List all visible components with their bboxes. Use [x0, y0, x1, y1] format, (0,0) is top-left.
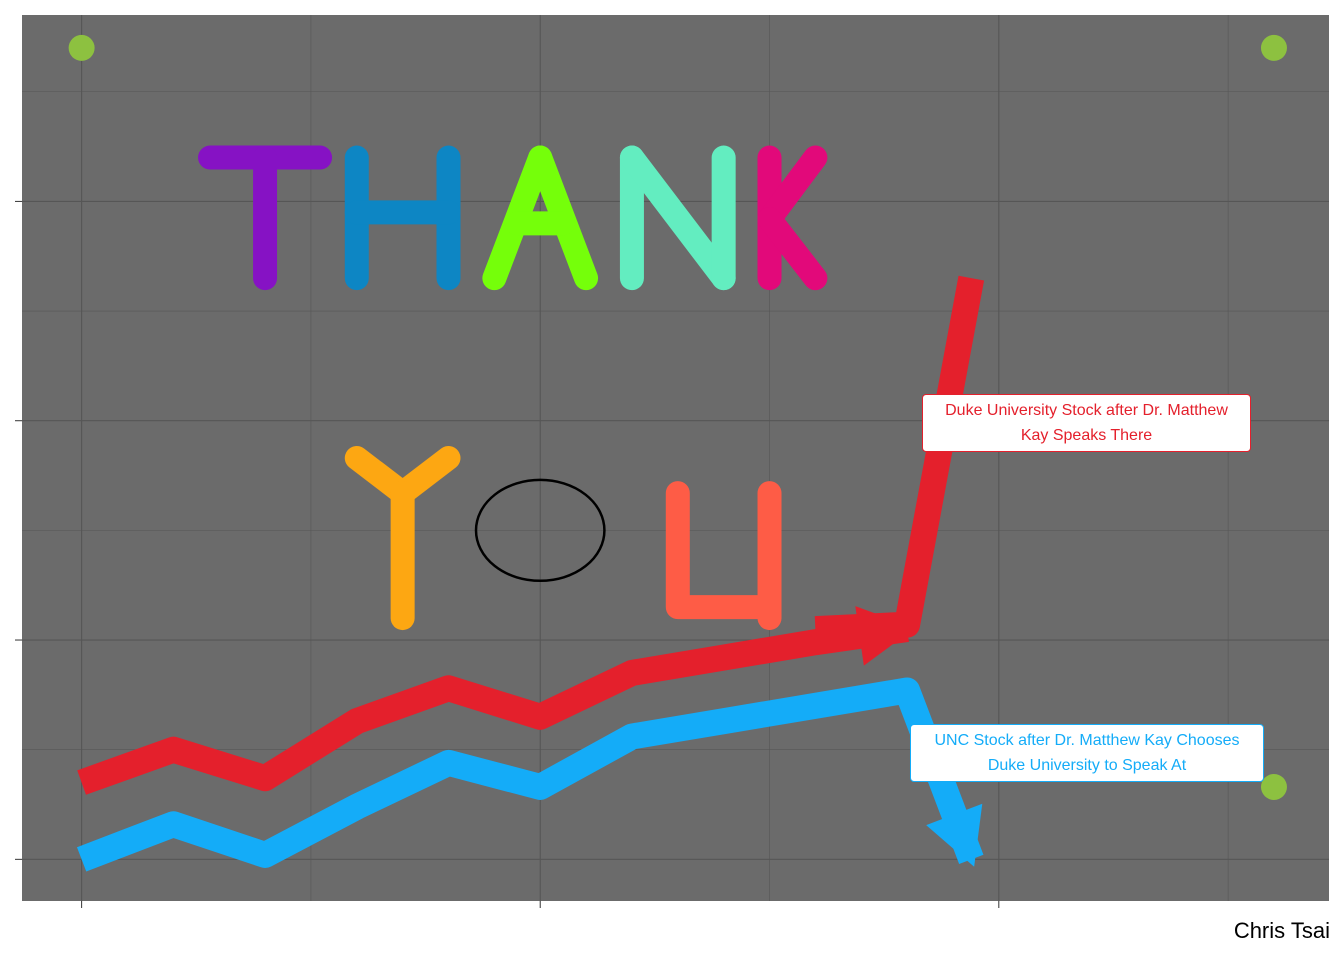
duke-annotation-line-1: Duke University Stock after Dr. Matthew [945, 402, 1228, 419]
unc-annotation-line-2: Duke University to Speak At [987, 757, 1187, 774]
duke-stock-annotation: Duke University Stock after Dr. Matthew … [922, 394, 1251, 452]
stock-line-1 [814, 275, 985, 643]
letter-n-stroke [619, 145, 736, 291]
axis-ticks [15, 200, 1000, 908]
unc-annotation-line-1: UNC Stock after Dr. Matthew Kay Chooses [934, 732, 1240, 749]
duke-annotation-line-2: Kay Speaks There [1020, 427, 1153, 444]
author-caption: Chris Tsai [1233, 918, 1330, 943]
unc-stock-annotation: UNC Stock after Dr. Matthew Kay Chooses … [910, 724, 1264, 782]
letter-o-ellipse [474, 478, 606, 583]
letter-k-stroke [757, 206, 828, 291]
corner-point [68, 34, 95, 61]
corner-point [1260, 34, 1287, 61]
corner-point [1260, 773, 1287, 800]
stock-line-0 [77, 616, 909, 795]
arrow-head-down [926, 803, 983, 867]
stock-line-2 [76, 677, 984, 872]
letter-k-stroke [757, 145, 828, 231]
letter-u-stroke [665, 481, 782, 620]
chart-marks [68, 34, 1287, 872]
